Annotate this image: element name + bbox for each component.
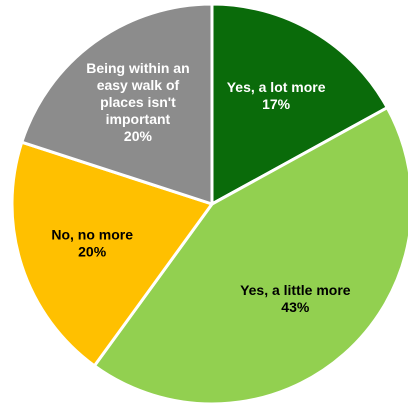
slice-category-label: No, no more xyxy=(51,226,133,242)
slice-category-label: Yes, a lot more xyxy=(227,79,326,95)
pie-slice-1 xyxy=(92,106,408,406)
slice-label-3: Being within an easy walk of places isn't i… xyxy=(86,60,189,144)
slice-label-2: No, no more 20% xyxy=(51,226,133,259)
slice-value-label: 20% xyxy=(78,243,107,259)
slice-value-label: 43% xyxy=(281,299,310,315)
slice-category-label: Yes, a little more xyxy=(240,282,351,298)
slice-category-label: Being within an xyxy=(86,60,189,76)
pie-slice-3 xyxy=(20,2,214,206)
slice-value-label: 17% xyxy=(262,96,291,112)
slice-value-label: 20% xyxy=(124,128,153,144)
slice-category-label: places isn't xyxy=(100,94,176,110)
slice-category-label: easy walk of xyxy=(97,77,180,93)
slice-label-1: Yes, a little more 43% xyxy=(240,282,351,315)
pie-slice-2 xyxy=(10,140,214,368)
slice-label-0: Yes, a lot more 17% xyxy=(227,79,326,112)
pie-slice-0 xyxy=(210,2,389,206)
slice-category-label: important xyxy=(106,111,171,127)
